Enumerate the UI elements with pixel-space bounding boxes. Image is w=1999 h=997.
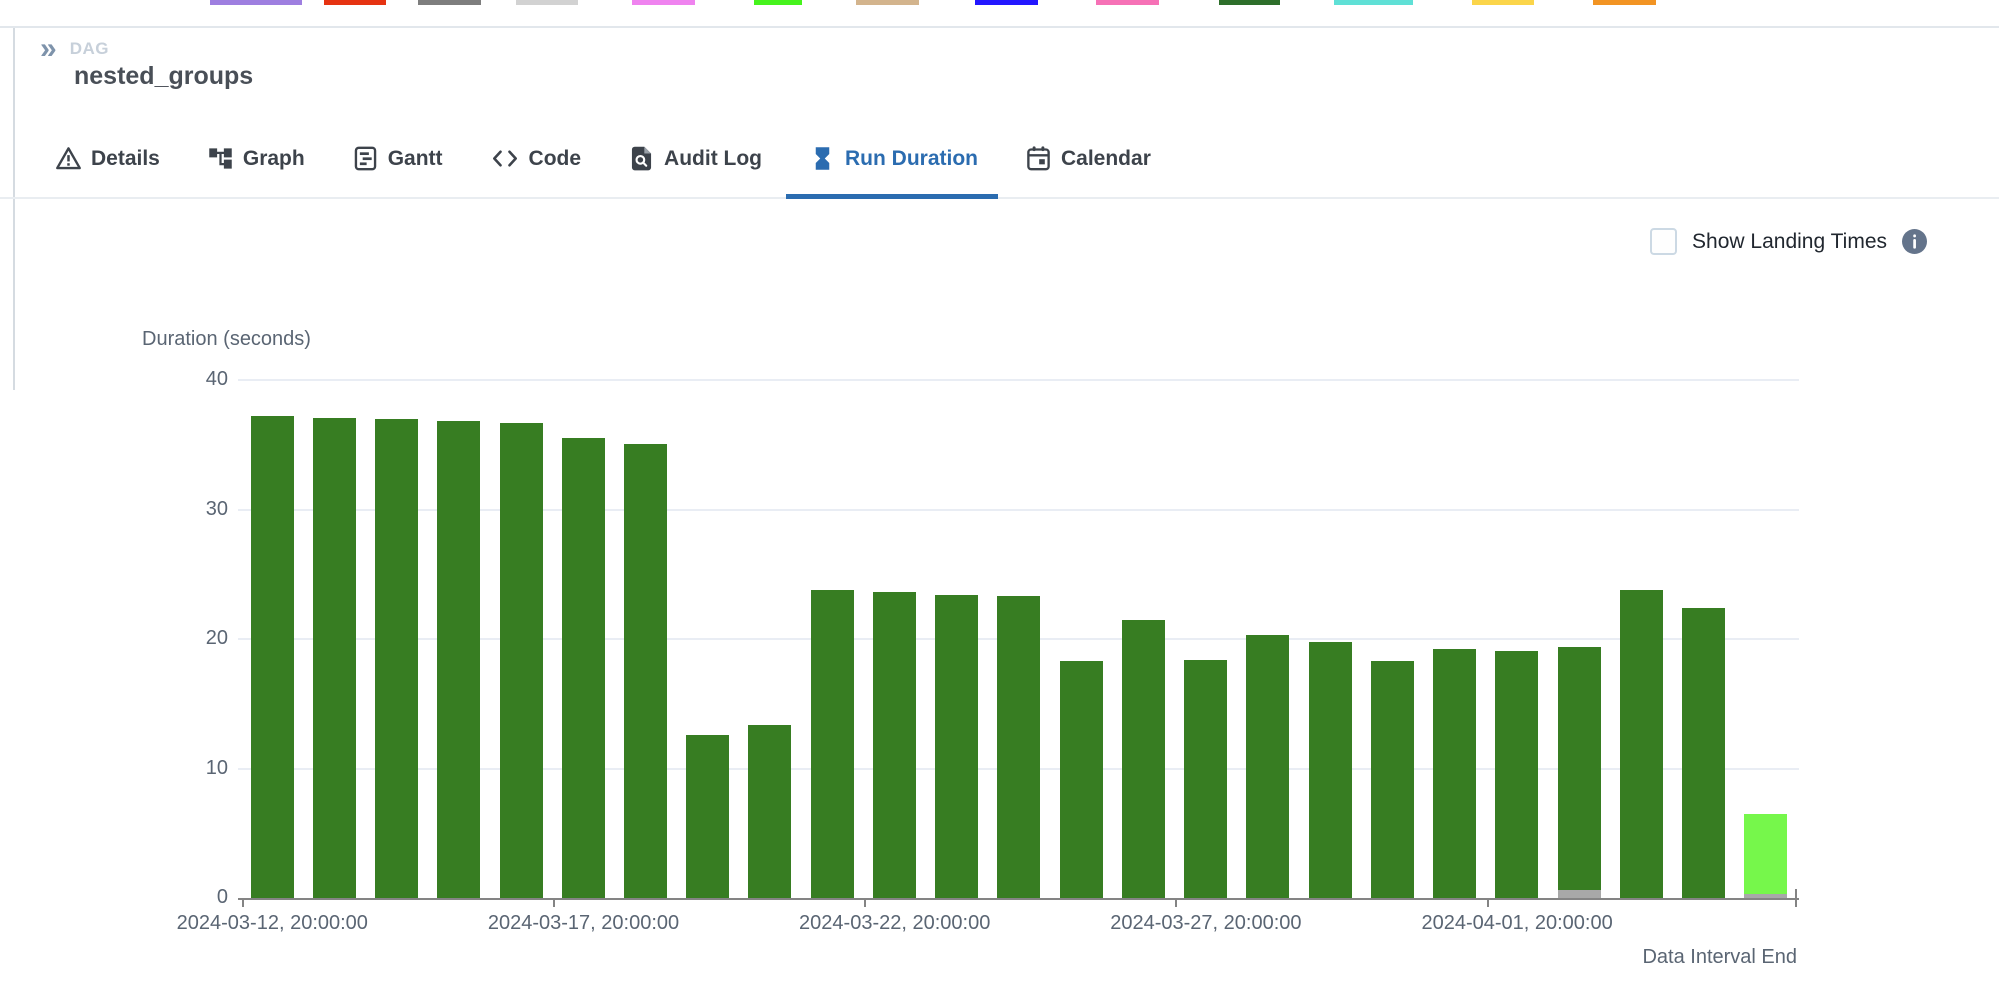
x-axis-title: Data Interval End [1642, 946, 1797, 968]
audit-log-icon [628, 145, 655, 172]
tab-audit-log[interactable]: Audit Log [628, 120, 762, 197]
hourglass-icon [809, 145, 836, 172]
color-swatch [210, 0, 302, 5]
dag-run-bar[interactable] [1619, 589, 1663, 898]
x-axis-end-tick [1795, 889, 1797, 907]
dag-run-bar[interactable] [312, 417, 356, 898]
gridline [238, 379, 1799, 381]
color-swatch [1096, 0, 1159, 5]
show-landing-times-label: Show Landing Times [1692, 229, 1887, 253]
x-tick-label: 2024-04-01, 20:00:00 [1421, 912, 1613, 934]
graph-nodes-icon [207, 145, 234, 172]
dag-run-bar[interactable] [748, 724, 792, 898]
show-landing-times-control: Show Landing Times [1650, 228, 1927, 255]
dag-run-bar[interactable] [935, 595, 979, 898]
y-tick-label: 20 [205, 627, 228, 649]
tab-label: Graph [242, 146, 305, 170]
breadcrumb: » DAG [40, 32, 109, 65]
dag-run-bar[interactable] [499, 422, 543, 898]
dag-run-bar[interactable] [1682, 607, 1725, 898]
dag-run-bar[interactable] [1433, 649, 1477, 898]
color-swatch [1334, 0, 1413, 5]
breadcrumb-dag-label: DAG [69, 39, 109, 58]
dag-run-bar[interactable] [1557, 646, 1601, 898]
color-swatch [418, 0, 481, 5]
dag-run-bar[interactable] [1184, 659, 1228, 898]
color-swatch [856, 0, 919, 5]
dag-run-bar[interactable] [872, 592, 916, 898]
x-tick-label: 2024-03-22, 20:00:00 [799, 912, 991, 934]
left-panel-divider [13, 28, 15, 390]
color-swatch [1219, 0, 1280, 5]
tab-gantt[interactable]: Gantt [352, 120, 443, 197]
dag-run-bar[interactable] [1059, 661, 1103, 898]
dag-run-bar[interactable] [686, 734, 730, 898]
show-landing-times-checkbox[interactable] [1650, 228, 1678, 255]
page-title: nested_groups [74, 62, 254, 90]
expand-grid-panel-icon[interactable]: » [40, 32, 57, 65]
queued-bar-segment[interactable] [1557, 890, 1601, 898]
x-tick [552, 898, 555, 907]
info-icon[interactable] [1902, 229, 1927, 254]
dag-run-bar[interactable] [1308, 641, 1352, 898]
code-brackets-icon [490, 145, 520, 172]
color-swatch [516, 0, 578, 5]
tab-label: Calendar [1061, 146, 1151, 170]
queued-bar-segment[interactable] [1744, 893, 1788, 898]
tab-label: Details [91, 146, 160, 170]
dag-run-bar[interactable] [997, 596, 1041, 898]
x-tick [1486, 898, 1489, 907]
y-axis-title: Duration (seconds) [142, 328, 311, 350]
color-swatch [632, 0, 695, 5]
tab-run-duration[interactable]: Run Duration [786, 120, 998, 199]
x-tick-label: 2024-03-27, 20:00:00 [1110, 912, 1302, 934]
running-run-bar[interactable] [1744, 813, 1788, 898]
color-swatch [1472, 0, 1534, 5]
dag-run-bar[interactable] [375, 418, 418, 898]
tab-label: Audit Log [664, 146, 763, 170]
dag-run-bar[interactable] [1495, 650, 1539, 898]
calendar-icon [1025, 145, 1052, 172]
x-tick [1175, 898, 1178, 907]
y-tick-label: 40 [205, 368, 228, 390]
tab-details[interactable]: Details [55, 120, 160, 197]
gantt-list-icon [352, 145, 379, 172]
dag-run-bar[interactable] [1121, 619, 1165, 898]
x-tick-label: 2024-03-12, 20:00:00 [176, 912, 368, 934]
y-tick-label: 10 [205, 756, 228, 779]
tab-label: Gantt [387, 146, 443, 170]
dag-run-bar[interactable] [810, 589, 854, 898]
y-tick-label: 0 [216, 886, 228, 908]
tab-label: Code [528, 146, 582, 170]
x-tick [241, 898, 244, 907]
color-swatch [754, 0, 802, 5]
color-swatch [975, 0, 1038, 5]
y-tick-label: 30 [205, 497, 228, 520]
tab-code[interactable]: Code [490, 120, 582, 197]
run-duration-chart: 2024-03-12, 20:00:00 2024-03-17, 20:00:00… [177, 379, 1799, 934]
top-divider [0, 26, 1999, 28]
color-swatch [1593, 0, 1656, 5]
dag-run-bar[interactable] [250, 416, 294, 898]
dag-run-bar[interactable] [1246, 635, 1290, 898]
tab-graph[interactable]: Graph [207, 120, 305, 197]
dag-run-bar[interactable] [437, 421, 481, 898]
x-tick [864, 898, 867, 907]
dag-run-bar[interactable] [1370, 661, 1414, 898]
dag-run-bar[interactable] [623, 443, 667, 898]
tab-label: Run Duration [845, 146, 978, 170]
x-axis-line [238, 898, 1799, 900]
color-swatch [324, 0, 386, 5]
x-tick-label: 2024-03-17, 20:00:00 [487, 912, 680, 934]
gridline [238, 508, 1799, 511]
dag-run-bar[interactable] [561, 438, 605, 898]
warning-triangle-icon [55, 145, 82, 172]
tab-calendar[interactable]: Calendar [1025, 120, 1151, 197]
tab-bar: Details Graph Gantt Code Audit Log Run Durati… [0, 120, 1999, 199]
